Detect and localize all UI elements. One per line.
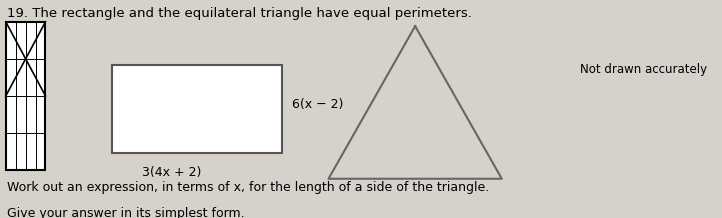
Text: 19. The rectangle and the equilateral triangle have equal perimeters.: 19. The rectangle and the equilateral tr…	[7, 7, 472, 20]
Text: 3(4x + 2): 3(4x + 2)	[142, 166, 201, 179]
Bar	[6, 22, 45, 170]
Text: Work out an expression, in terms of x, for the length of a side of the triangle.: Work out an expression, in terms of x, f…	[7, 181, 490, 194]
Text: 6(x − 2): 6(x − 2)	[292, 98, 344, 111]
Text: Not drawn accurately: Not drawn accurately	[580, 63, 708, 76]
Text: Give your answer in its simplest form.: Give your answer in its simplest form.	[7, 207, 245, 218]
Bar	[112, 65, 282, 153]
